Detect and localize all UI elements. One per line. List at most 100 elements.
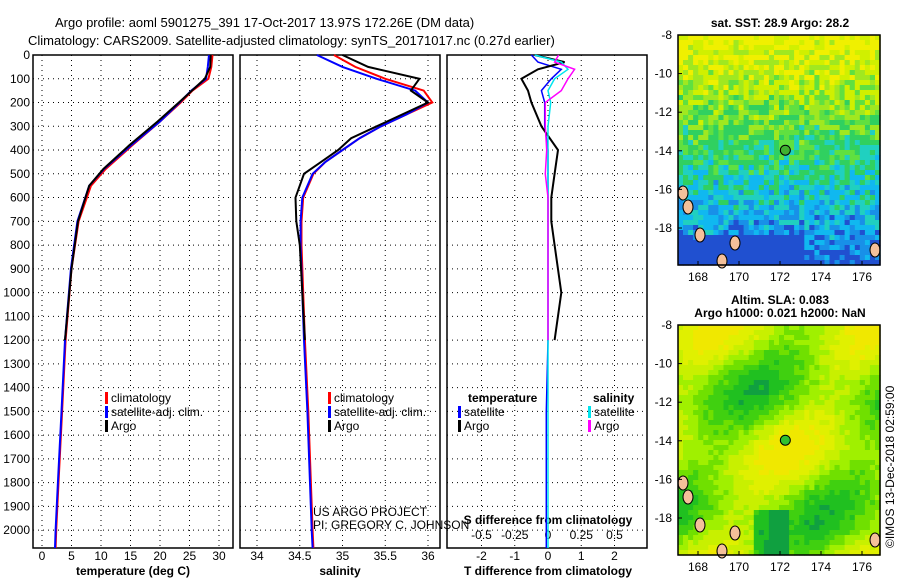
map-pixel [809,55,815,61]
map-pixel [794,435,800,441]
map-pixel [743,125,750,131]
map-pixel [834,60,841,66]
map-pixel [789,380,795,386]
legend-label: Argo [111,419,137,433]
map-pixel [758,365,765,371]
map-pixel [799,370,805,376]
map-pixel [703,170,709,176]
map-pixel [703,105,709,111]
map-pixel [703,175,709,181]
map-pixel [794,535,800,541]
map-pixel [854,80,861,86]
map-pixel [829,520,836,526]
map-pixel [683,105,689,111]
map-pixel [723,60,730,66]
map-pixel [799,245,805,251]
map-pixel [678,550,684,556]
map-pixel [829,190,836,196]
map-pixel [708,220,714,226]
legend-label: satellite [594,405,635,419]
map-pixel [748,50,755,56]
map-pixel [713,370,720,376]
map-pixel [809,35,815,41]
map-pixel [753,255,760,261]
map-pixel [718,215,725,221]
map-pixel [794,235,800,241]
map-pixel [753,105,760,111]
map-pixel [859,185,866,191]
map-pixel [814,235,821,241]
map-pixel [784,380,790,386]
map-pixel [819,500,826,506]
map-pixel [713,380,720,386]
map-pixel [708,175,714,181]
map-pixel [799,375,805,381]
map-pixel [869,530,876,536]
map-pixel [819,210,826,216]
map-pixel [738,255,745,261]
map-pixel [733,480,740,486]
map-pixel [854,35,861,41]
map-pixel [733,345,740,351]
map-pixel [839,230,846,236]
map-pixel [824,410,831,416]
map-pixel [718,225,725,231]
map-pixel [723,345,730,351]
map-pixel [733,455,740,461]
map-pixel [854,145,861,151]
map-pixel [799,175,805,181]
map-pixel [789,245,795,251]
map-pixel [758,525,765,531]
legend-label: climatology [111,391,171,405]
map-pixel [794,345,800,351]
map-pixel [824,325,831,331]
map-pixel [728,540,735,546]
map-pixel [774,390,780,396]
map-pixel [703,75,709,81]
map-pixel [804,440,810,446]
map-pixel [733,350,740,356]
map-pixel [814,340,821,346]
map-pixel [693,335,699,341]
map-pixel [814,175,821,181]
series-T-Argo [520,54,565,341]
island-shape [869,242,881,258]
map-pixel [824,485,831,491]
map-pixel [693,195,699,201]
map-pixel [869,225,876,231]
depth-tick-label: 1400 [3,381,30,395]
salinity-panel: 34 34.5 35 35.5 36salinityclimatologysatelli… [239,54,441,578]
map-pixel [834,125,841,131]
map-pixel [738,350,745,356]
depth-tick-label: 800 [10,238,30,252]
map-pixel [849,380,856,386]
map-pixel [839,130,846,136]
map-pixel [763,345,770,351]
map-pixel [743,495,750,501]
map-pixel [844,405,851,411]
map-pixel [809,85,815,91]
map-pixel [779,375,785,381]
map-pixel [733,520,740,526]
map-pixel [789,390,795,396]
map-pixel [748,155,755,161]
lon-tick-label: 172 [770,560,790,574]
map-pixel [723,220,730,226]
map-pixel [864,355,871,361]
map-pixel [814,255,821,261]
map-pixel [763,375,770,381]
map-pixel [768,80,775,86]
map-pixel [864,520,871,526]
map-pixel [763,500,770,506]
map-pixel [864,470,871,476]
map-pixel [839,475,846,481]
map-pixel [678,75,684,81]
map-pixel [789,165,795,171]
map-pixel [799,95,805,101]
map-pixel [688,375,694,381]
map-pixel [844,550,851,556]
map-pixel [824,145,831,151]
map-pixel [693,80,699,86]
map-pixel [774,105,780,111]
